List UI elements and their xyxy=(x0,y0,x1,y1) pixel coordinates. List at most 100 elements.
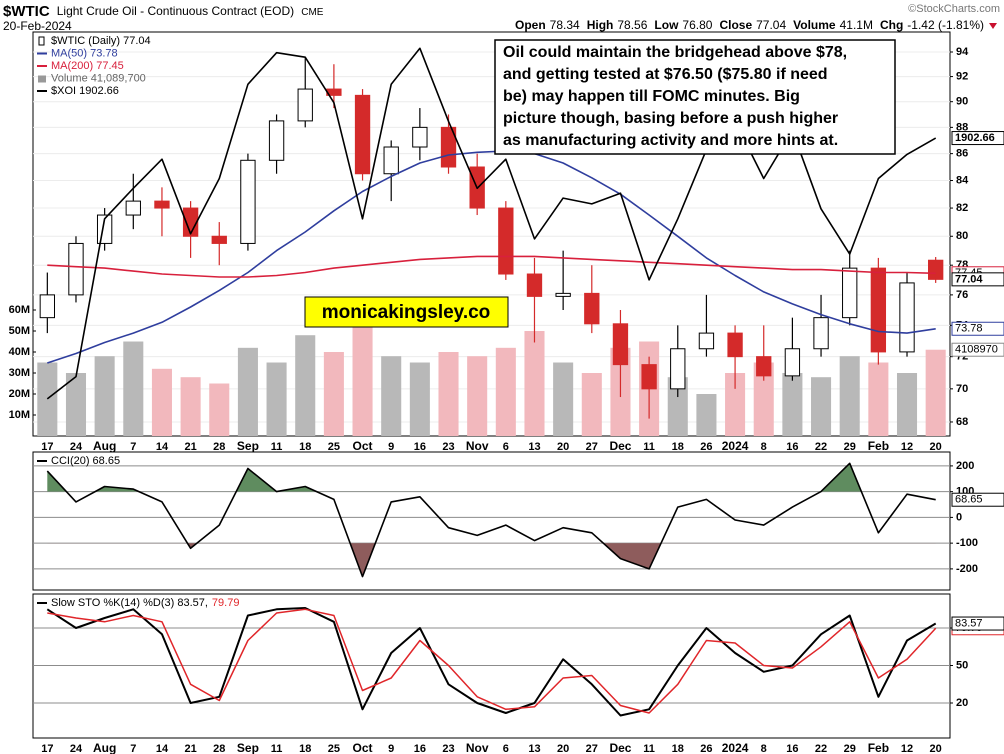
candle-body xyxy=(182,207,199,237)
x-tick-label: 25 xyxy=(328,441,340,453)
x-tick-label: 12 xyxy=(901,441,913,453)
quote-label: Volume xyxy=(793,18,836,32)
volume-bar xyxy=(581,373,602,436)
annotation-line: as manufacturing activity and more hints… xyxy=(503,132,838,149)
symbol: $WTIC xyxy=(3,3,50,20)
x-tick-label: 20 xyxy=(557,743,569,754)
y-tick-label: 88 xyxy=(956,121,968,133)
x-tick-label: 2024 xyxy=(722,439,749,453)
last-value-label: 4108970 xyxy=(955,344,998,356)
x-tick-label: 26 xyxy=(700,441,712,453)
x-tick-label: 7 xyxy=(130,743,136,754)
annotation: Oil could maintain the bridgehead above … xyxy=(494,39,896,155)
x-tick-label: 11 xyxy=(271,441,283,453)
y-tick-label: 200 xyxy=(956,460,974,472)
x-tick-label: 16 xyxy=(414,441,426,453)
x-tick-label: 27 xyxy=(586,743,598,754)
x-tick-label: Nov xyxy=(466,439,489,453)
candle-body xyxy=(612,323,629,366)
quote-value: 78.56 xyxy=(617,18,647,32)
last-value-box xyxy=(951,131,1004,146)
quote-label: Low xyxy=(654,18,679,32)
volume-bar xyxy=(839,356,860,436)
volume-bar xyxy=(209,383,230,436)
y-tick-label: -200 xyxy=(956,563,978,575)
candle-body xyxy=(125,200,141,216)
x-tick-label: Sep xyxy=(237,439,259,453)
x-tick-label: 23 xyxy=(442,743,454,754)
y-tick-label: 0 xyxy=(956,511,962,523)
credit: ©StockCharts.com xyxy=(908,3,1000,15)
x-tick-label: Feb xyxy=(868,439,889,453)
x-tick-label: 21 xyxy=(184,743,196,754)
volume-bar xyxy=(266,362,287,436)
x-tick-label: Sep xyxy=(237,741,259,754)
x-tick-label: 2024 xyxy=(722,741,749,754)
annotation-box xyxy=(494,39,896,155)
y-tick-label: 20 xyxy=(956,697,968,709)
last-value-box xyxy=(951,321,1004,336)
legend-marker xyxy=(38,36,45,46)
oversold-area xyxy=(187,543,662,577)
x-tick-label: 20 xyxy=(930,441,942,453)
x-tick-label: 22 xyxy=(815,743,827,754)
last-value-box xyxy=(951,342,1004,357)
candle-body xyxy=(211,235,227,244)
volume-bar xyxy=(94,356,115,436)
candle-body xyxy=(354,94,371,175)
candle-body xyxy=(784,348,801,377)
volume-bar xyxy=(868,362,889,436)
y-tick-label: 90 xyxy=(956,96,968,108)
x-tick-label: 8 xyxy=(761,743,767,754)
instrument-name: Light Crude Oil - Continuous Contract (E… xyxy=(57,4,294,18)
x-tick-label: 29 xyxy=(844,441,856,453)
x-tick-label: 18 xyxy=(299,743,311,754)
panel-layer xyxy=(33,607,950,717)
x-tick-label: 12 xyxy=(901,743,913,754)
y2-tick-label: 40M xyxy=(9,346,30,358)
x-tick-label: 6 xyxy=(503,441,509,453)
x-tick-label: 8 xyxy=(761,441,767,453)
volume-bar xyxy=(409,362,430,436)
date: 20-Feb-2024 xyxy=(3,19,72,33)
x-tick-label: 9 xyxy=(388,743,394,754)
x-tick-label: 18 xyxy=(299,441,311,453)
y-tick-label: 92 xyxy=(956,70,968,82)
last-value-label: 68.65 xyxy=(955,494,983,506)
y-tick-label: 86 xyxy=(956,148,968,160)
candle-body xyxy=(268,120,285,161)
volume-bar xyxy=(725,373,746,436)
candle-body xyxy=(756,356,772,377)
legend-label: Slow STO %K(14) %D(3) 83.57, xyxy=(51,597,208,609)
series-line xyxy=(47,255,936,278)
x-tick-label: 11 xyxy=(643,743,655,754)
volume-bar xyxy=(467,356,488,436)
x-tick-label: 28 xyxy=(213,743,225,754)
annotation-line: and getting tested at $76.50 ($75.80 if … xyxy=(503,66,828,83)
watermark: monicakingsley.co xyxy=(304,296,509,328)
x-tick-label: 14 xyxy=(156,441,169,453)
volume-bar xyxy=(323,352,344,436)
x-tick-label: Aug xyxy=(93,439,116,453)
series-line xyxy=(47,150,936,364)
x-tick-label: 7 xyxy=(130,441,136,453)
candle-body xyxy=(154,200,170,209)
volume-bar xyxy=(925,349,946,436)
x-tick-label: 16 xyxy=(786,743,798,754)
x-tick-label: 26 xyxy=(700,743,712,754)
x-tick-label: Nov xyxy=(466,741,489,754)
y2-tick-label: 30M xyxy=(9,367,30,379)
volume-bar xyxy=(151,368,172,436)
x-tick-label: 20 xyxy=(930,743,942,754)
candle-body xyxy=(412,126,428,148)
annotation-line: picture though, basing before a push hig… xyxy=(503,110,838,127)
last-value-label: 83.57 xyxy=(955,617,983,629)
chart-header: $WTIC Light Crude Oil - Continuous Contr… xyxy=(3,3,324,20)
series-line xyxy=(46,607,937,717)
last-value-label: 1902.66 xyxy=(955,132,995,144)
quote-label: Open xyxy=(515,18,546,32)
x-tick-label: 23 xyxy=(442,441,454,453)
volume-bar xyxy=(65,373,87,436)
exchange: CME xyxy=(301,7,324,18)
volume-bar xyxy=(237,347,258,436)
